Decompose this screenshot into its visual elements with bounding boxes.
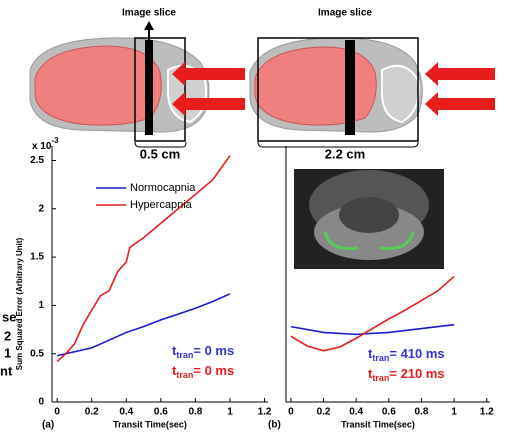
x-tick-label: 1.2 bbox=[480, 407, 494, 418]
legend-label: Hypercapnia bbox=[130, 199, 193, 211]
brain-diagram-left bbox=[30, 21, 245, 147]
y-tick-label: 0.5 bbox=[30, 348, 44, 359]
y-tick-label: 2.5 bbox=[30, 155, 44, 166]
annotation: ttran= 0 ms bbox=[172, 343, 234, 360]
scale-label: 2.2 cm bbox=[325, 146, 365, 161]
brain-diagram-right bbox=[250, 38, 495, 147]
annotation-rest: = 0 ms bbox=[193, 343, 234, 358]
panel-label: (a) bbox=[42, 420, 54, 431]
annotation: ttran= 410 ms bbox=[368, 346, 445, 363]
y-axis-label: Sum Squared Error (Arbitrary Unit) bbox=[15, 237, 24, 370]
scale-label: 0.5 cm bbox=[140, 146, 180, 161]
annotation: ttran= 0 ms bbox=[172, 363, 234, 380]
x-tick-label: 1.2 bbox=[258, 407, 272, 418]
x-axis-label: Transit Time(sec) bbox=[113, 419, 187, 429]
x-tick-label: 0.4 bbox=[119, 407, 133, 418]
y-tick-label: 1 bbox=[38, 300, 44, 311]
figure: Image slice Image slice 0.5 cm 2.2 cm se… bbox=[0, 0, 509, 439]
x-tick-label: 0.2 bbox=[317, 407, 331, 418]
x-tick-label: 0.8 bbox=[188, 407, 202, 418]
y-tick-label: 1.5 bbox=[30, 252, 44, 263]
y-exponent-base: x 10 bbox=[32, 141, 52, 152]
annotation-sub: tran bbox=[176, 350, 193, 360]
page: Image slice Image slice 0.5 cm 2.2 cm se… bbox=[0, 0, 509, 444]
annotation-rest: = 0 ms bbox=[193, 363, 234, 378]
data-line bbox=[291, 276, 454, 350]
y-tick-label: 0 bbox=[38, 397, 44, 408]
slice-label: Image slice bbox=[318, 8, 372, 19]
legend-label: Normocapnia bbox=[130, 182, 196, 194]
edge-fragment: nt bbox=[0, 363, 13, 378]
x-tick-label: 0 bbox=[54, 407, 60, 418]
annotation: ttran= 210 ms bbox=[368, 366, 445, 383]
y-tick-label: 2 bbox=[38, 203, 44, 214]
annotation-rest: = 410 ms bbox=[389, 346, 444, 361]
edge-fragment: 1 bbox=[4, 345, 11, 360]
x-tick-label: 0.2 bbox=[85, 407, 99, 418]
panel-label: (b) bbox=[268, 420, 281, 431]
x-tick-label: 0 bbox=[288, 407, 294, 418]
x-tick-label: 1 bbox=[227, 407, 233, 418]
x-tick-label: 0.6 bbox=[154, 407, 168, 418]
annotation-sub: tran bbox=[372, 353, 389, 363]
data-line bbox=[291, 325, 454, 335]
x-tick-label: 1 bbox=[451, 407, 457, 418]
x-tick-label: 0.6 bbox=[382, 407, 396, 418]
annotation-sub: tran bbox=[372, 373, 389, 383]
annotation-rest: = 210 ms bbox=[389, 366, 444, 381]
x-tick-label: 0.8 bbox=[415, 407, 429, 418]
edge-fragment: 2 bbox=[4, 328, 11, 343]
x-axis-label: Transit Time(sec) bbox=[341, 419, 415, 429]
annotation-sub: tran bbox=[176, 370, 193, 380]
mri-inset bbox=[294, 169, 444, 269]
x-tick-label: 0.4 bbox=[349, 407, 363, 418]
slice-label: Image slice bbox=[122, 8, 176, 19]
y-exponent-power: -3 bbox=[51, 136, 59, 145]
y-exponent: x 10-3 bbox=[32, 136, 59, 152]
